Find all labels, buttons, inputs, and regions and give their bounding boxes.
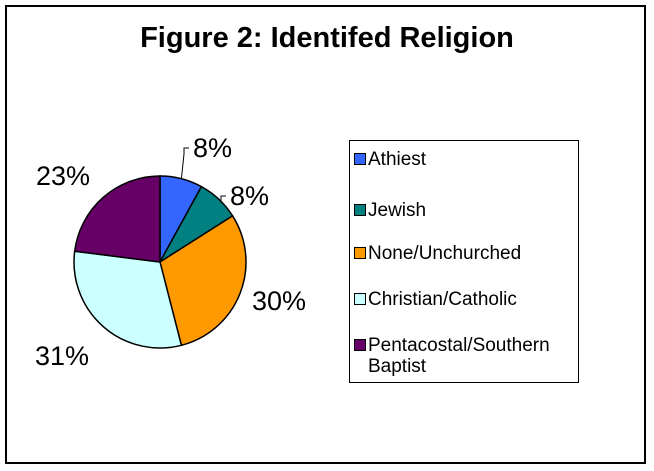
legend-swatch-jewish: [354, 204, 366, 216]
chart-title: Figure 2: Identifed Religion: [140, 22, 514, 54]
legend-swatch-athiest: [354, 153, 366, 165]
legend-swatch-none-unchurched: [354, 247, 366, 259]
pie-slice-pentacostal-southern-baptist: [73, 175, 161, 263]
data-label-pentacostal-southern-baptist: 23%: [36, 161, 90, 191]
legend: Athiest Jewish None/Unchurched Christian…: [349, 140, 579, 383]
data-label-none-unchurched: 30%: [252, 286, 306, 316]
legend-swatch-pentacostal-southern-baptist: [354, 339, 366, 351]
legend-label-christian-catholic: Christian/Catholic: [368, 289, 517, 310]
legend-label-pentacostal-southern-baptist: Pentacostal/Southern Baptist: [368, 335, 550, 377]
data-label-athiest: 8%: [193, 133, 232, 163]
legend-label-none-unchurched: None/Unchurched: [368, 243, 522, 264]
data-label-christian-catholic: 31%: [35, 341, 89, 371]
data-label-jewish: 8%: [230, 181, 269, 211]
legend-label-jewish: Jewish: [368, 200, 427, 221]
legend-swatch-christian-catholic: [354, 293, 366, 305]
leader-line-jewish: [218, 195, 226, 204]
pie-slice-none-unchurched: [159, 214, 247, 347]
pie-slice-christian-catholic: [73, 250, 183, 349]
legend-label-athiest: Athiest: [368, 149, 427, 170]
leader-line-athiest: [180, 147, 189, 179]
